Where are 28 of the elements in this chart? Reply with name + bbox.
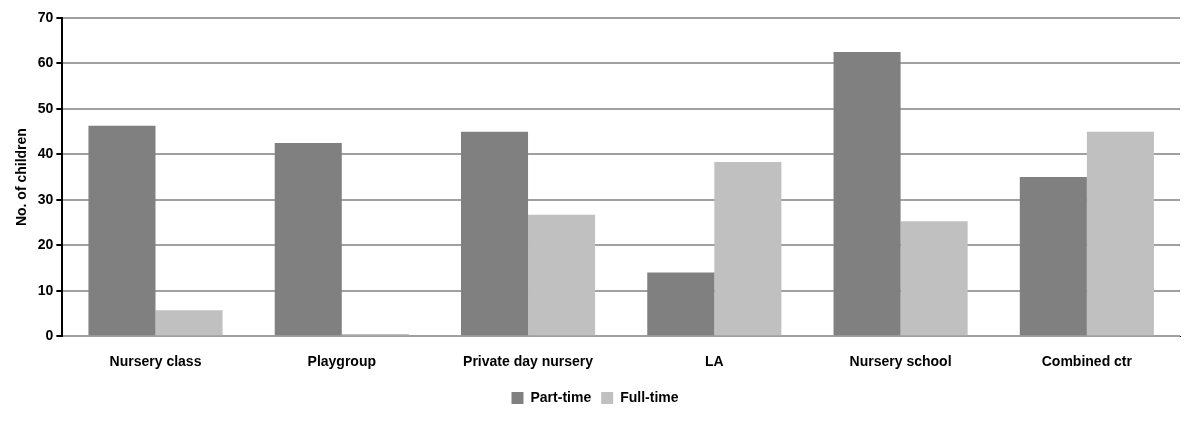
legend-label: Part-time	[530, 388, 592, 405]
bar	[714, 162, 782, 336]
bar	[900, 221, 968, 336]
bar	[1019, 177, 1087, 336]
bar	[833, 52, 901, 336]
x-tick-label: Nursery class	[109, 353, 202, 370]
x-tick-label: Nursery school	[849, 353, 952, 370]
x-tick-label: LA	[704, 353, 724, 370]
y-tick-label: 40	[37, 145, 54, 162]
y-tick-label: 70	[37, 8, 54, 25]
y-tick-label: 20	[37, 236, 54, 253]
x-tick-label: Playgroup	[307, 353, 377, 370]
y-axis-title: No. of children	[13, 128, 30, 227]
bar	[88, 125, 156, 336]
y-tick-label: 30	[37, 190, 54, 207]
bar	[647, 272, 715, 336]
x-tick-label: Combined ctr	[1041, 353, 1133, 370]
y-tick-label: 10	[37, 281, 54, 298]
y-tick-label: 50	[37, 99, 54, 116]
y-tick-label: 0	[45, 327, 54, 344]
x-tick-label: Private day nursery	[463, 353, 594, 370]
bar	[460, 131, 529, 336]
bar	[274, 143, 342, 336]
bar	[1086, 131, 1154, 336]
bar	[155, 310, 223, 336]
y-tick-label: 60	[37, 54, 54, 71]
legend-label: Full-time	[620, 388, 679, 405]
bar	[528, 214, 596, 336]
